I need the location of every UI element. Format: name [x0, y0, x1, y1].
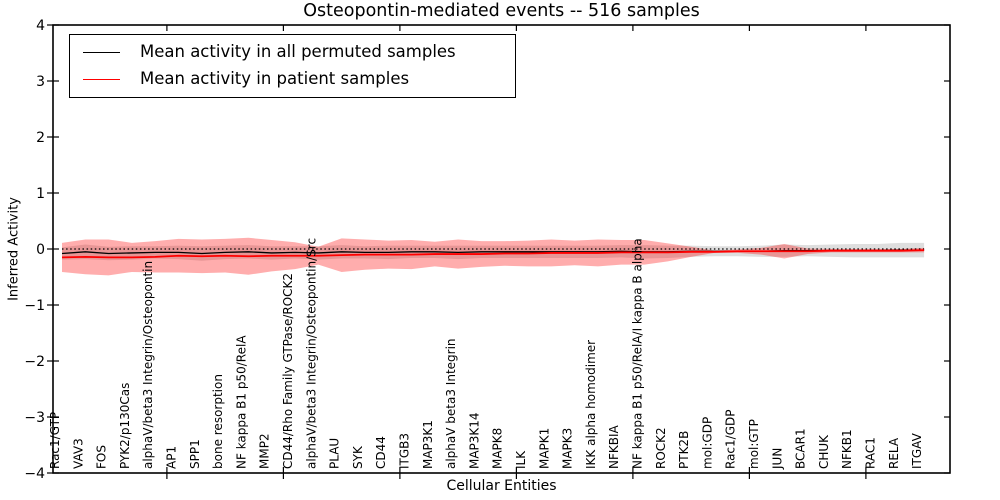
y-tick-label: −3	[24, 410, 45, 426]
x-category-label: MMP2	[258, 433, 272, 469]
x-category-label: MAPK3	[561, 428, 575, 469]
x-category-label: ILK	[514, 450, 528, 469]
legend-entry-patient: Mean activity in patient samples	[83, 71, 515, 88]
x-category-label: NF kappa B1 p50/RelA	[234, 335, 248, 469]
patient-std-band	[62, 237, 925, 276]
y-tick-label: 1	[36, 186, 45, 202]
x-category-label: Rac1/GTP	[48, 412, 62, 469]
y-tick-label: 4	[36, 18, 45, 34]
x-axis-label: Cellular Entities	[446, 478, 557, 494]
x-category-label: NF kappa B1 p50/RelA/I kappa B alpha	[631, 238, 645, 469]
x-category-label: NFKB1	[840, 429, 854, 469]
x-category-label: ITGB3	[398, 433, 412, 469]
x-category-label: IKK alpha homodimer	[584, 340, 598, 469]
x-category-label: alphaV/beta3 Integrin/Osteopontin/Src	[304, 238, 318, 469]
x-category-label: PTK2B	[677, 431, 691, 469]
x-category-label: mol:GTP	[747, 419, 761, 469]
plot-border	[52, 24, 951, 474]
y-tick-label: −2	[24, 354, 45, 370]
y-axis-label: Inferred Activity	[6, 197, 22, 301]
x-category-label: RAC1	[864, 437, 878, 469]
y-tick-label: 0	[36, 242, 45, 258]
y-tick-label: 3	[36, 74, 45, 90]
x-category-label: SPP1	[188, 439, 202, 469]
x-category-label: Rac1/GDP	[724, 410, 738, 469]
x-category-label: PYK2/p130Cas	[118, 383, 132, 469]
x-category-label: VAV3	[71, 438, 85, 469]
x-category-label: MAP3K1	[421, 420, 435, 469]
x-category-label: CD44	[374, 436, 388, 469]
legend-line-permuted-icon	[83, 52, 120, 53]
x-category-label: bone resorption	[211, 374, 225, 469]
x-category-label: PLAU	[328, 438, 342, 469]
x-category-label: MAP3K14	[467, 412, 481, 469]
x-category-label: AP1	[165, 446, 179, 469]
legend: Mean activity in all permuted samples Me…	[69, 34, 516, 98]
legend-entry-permuted: Mean activity in all permuted samples	[83, 44, 515, 61]
legend-label-patient: Mean activity in patient samples	[140, 69, 410, 89]
y-tick-label: −1	[24, 298, 45, 314]
x-category-label: alphaV beta3 Integrin	[444, 338, 458, 469]
x-category-label: mol:GDP	[700, 417, 714, 469]
legend-line-patient-icon	[83, 79, 120, 80]
x-category-label: CD44/Rho Family GTPase/ROCK2	[281, 273, 295, 469]
patient-mean-line	[61, 249, 925, 259]
chart-title: Osteopontin-mediated events -- 516 sampl…	[303, 1, 700, 21]
x-category-label: MAPK8	[491, 428, 505, 469]
x-category-label: JUN	[770, 448, 784, 470]
x-category-label: alphaV/beta3 Integrin/Osteopontin	[141, 261, 155, 469]
x-category-label: NFKBIA	[607, 424, 621, 469]
x-category-label: FOS	[95, 445, 109, 469]
y-tick-label: 2	[36, 130, 45, 146]
x-category-label: MAPK1	[537, 428, 551, 469]
x-category-label: CHUK	[817, 434, 831, 469]
y-tick-label: −4	[24, 466, 45, 482]
x-category-label: SYK	[351, 445, 365, 469]
x-category-label: BCAR1	[794, 428, 808, 469]
legend-label-permuted: Mean activity in all permuted samples	[140, 42, 456, 62]
x-category-label: RELA	[887, 437, 901, 469]
x-category-label: ITGAV	[910, 432, 924, 469]
x-category-label: ROCK2	[654, 427, 668, 469]
